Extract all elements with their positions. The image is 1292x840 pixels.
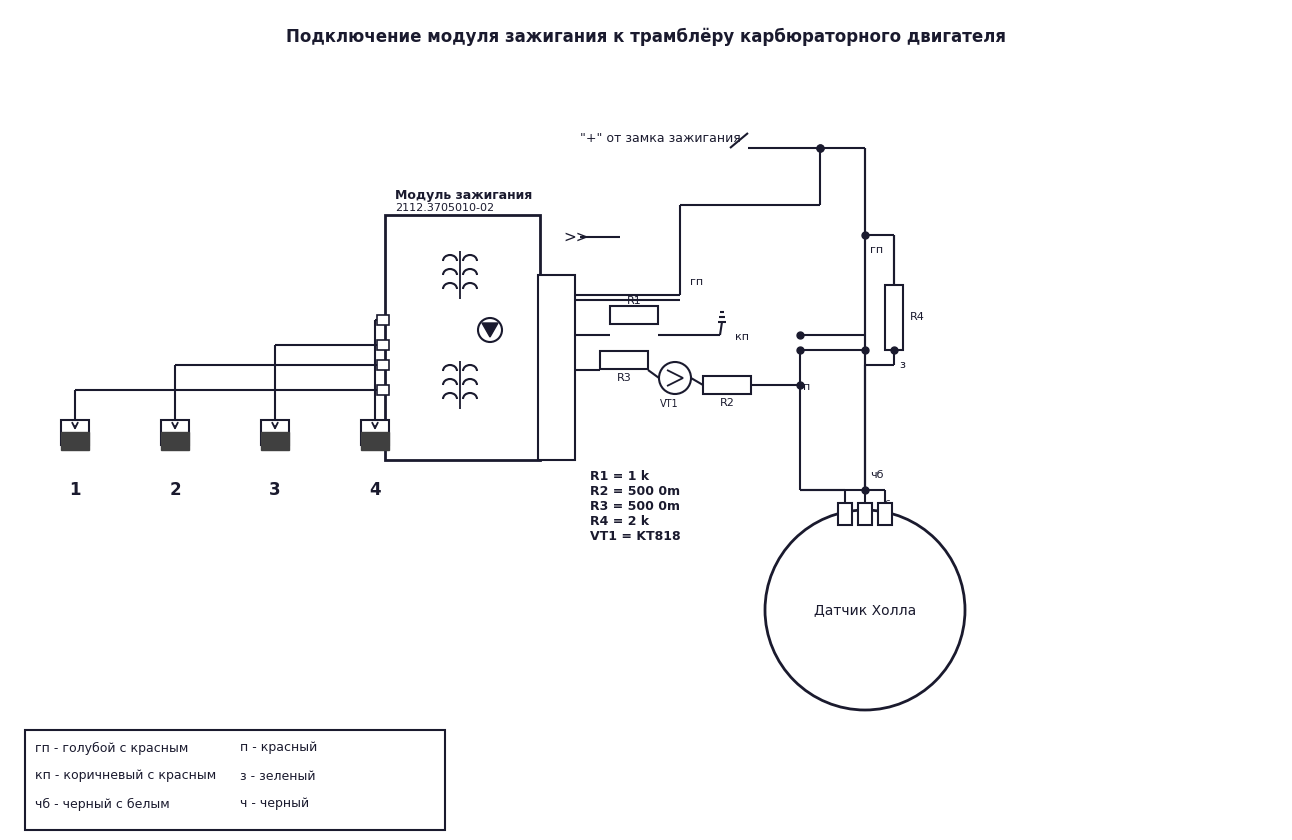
Circle shape <box>478 318 503 342</box>
Text: R1: R1 <box>627 296 641 306</box>
Text: R2: R2 <box>720 398 734 408</box>
Bar <box>61 420 89 445</box>
Circle shape <box>659 362 691 394</box>
Text: D: D <box>552 290 561 300</box>
Bar <box>360 432 389 450</box>
Text: з: з <box>862 500 868 510</box>
Text: п - красный: п - красный <box>240 742 318 754</box>
Text: VT1: VT1 <box>660 399 678 409</box>
Text: п: п <box>842 500 848 510</box>
Text: п: п <box>804 382 810 392</box>
Bar <box>703 376 751 394</box>
Bar <box>879 503 891 525</box>
Bar <box>162 432 189 450</box>
Bar <box>377 315 389 325</box>
Polygon shape <box>482 323 497 337</box>
Text: 3: 3 <box>269 481 280 499</box>
Text: Модуль зажигания: Модуль зажигания <box>395 188 532 202</box>
Text: >>: >> <box>563 229 588 244</box>
Text: чб: чб <box>879 500 891 510</box>
Text: Датчик Холла: Датчик Холла <box>814 603 916 617</box>
Bar <box>377 340 389 350</box>
Text: з: з <box>899 360 904 370</box>
Bar <box>858 503 872 525</box>
Text: B: B <box>552 365 561 375</box>
Text: з - зеленый: з - зеленый <box>240 769 315 783</box>
Bar <box>537 275 575 460</box>
Circle shape <box>765 510 965 710</box>
Bar <box>599 351 649 369</box>
Text: чб - черный с белым: чб - черный с белым <box>35 797 169 811</box>
Text: R1 = 1 k
R2 = 500 0m
R3 = 500 0m
R4 = 2 k
VT1 = KT818: R1 = 1 k R2 = 500 0m R3 = 500 0m R4 = 2 … <box>590 470 681 543</box>
Bar <box>360 420 389 445</box>
Text: R4: R4 <box>910 312 925 322</box>
Text: чб: чб <box>870 470 884 480</box>
Text: R3: R3 <box>616 373 632 383</box>
Text: гп: гп <box>870 245 884 255</box>
Bar <box>261 420 289 445</box>
Text: кп: кп <box>735 332 749 342</box>
Bar <box>61 432 89 450</box>
Bar <box>261 432 289 450</box>
Text: кп - коричневый с красным: кп - коричневый с красным <box>35 769 216 783</box>
Text: гп: гп <box>690 277 703 287</box>
Bar <box>162 420 189 445</box>
Text: A: A <box>552 410 561 420</box>
Text: Подключение модуля зажигания к трамблёру карбюраторного двигателя: Подключение модуля зажигания к трамблёру… <box>286 28 1006 46</box>
Bar <box>385 215 540 460</box>
Bar <box>25 730 444 830</box>
Bar <box>839 503 851 525</box>
Text: гп - голубой с красным: гп - голубой с красным <box>35 742 189 754</box>
Text: 4: 4 <box>370 481 381 499</box>
Text: 2112.3705010-02: 2112.3705010-02 <box>395 203 494 213</box>
Text: "+" от замка зажигания: "+" от замка зажигания <box>580 132 740 144</box>
Text: 1: 1 <box>70 481 81 499</box>
Text: 2: 2 <box>169 481 181 499</box>
Bar <box>885 285 903 350</box>
Bar <box>610 306 658 324</box>
Text: C: C <box>552 330 559 340</box>
Text: ч - черный: ч - черный <box>240 797 309 811</box>
Bar <box>377 360 389 370</box>
Bar <box>377 385 389 395</box>
